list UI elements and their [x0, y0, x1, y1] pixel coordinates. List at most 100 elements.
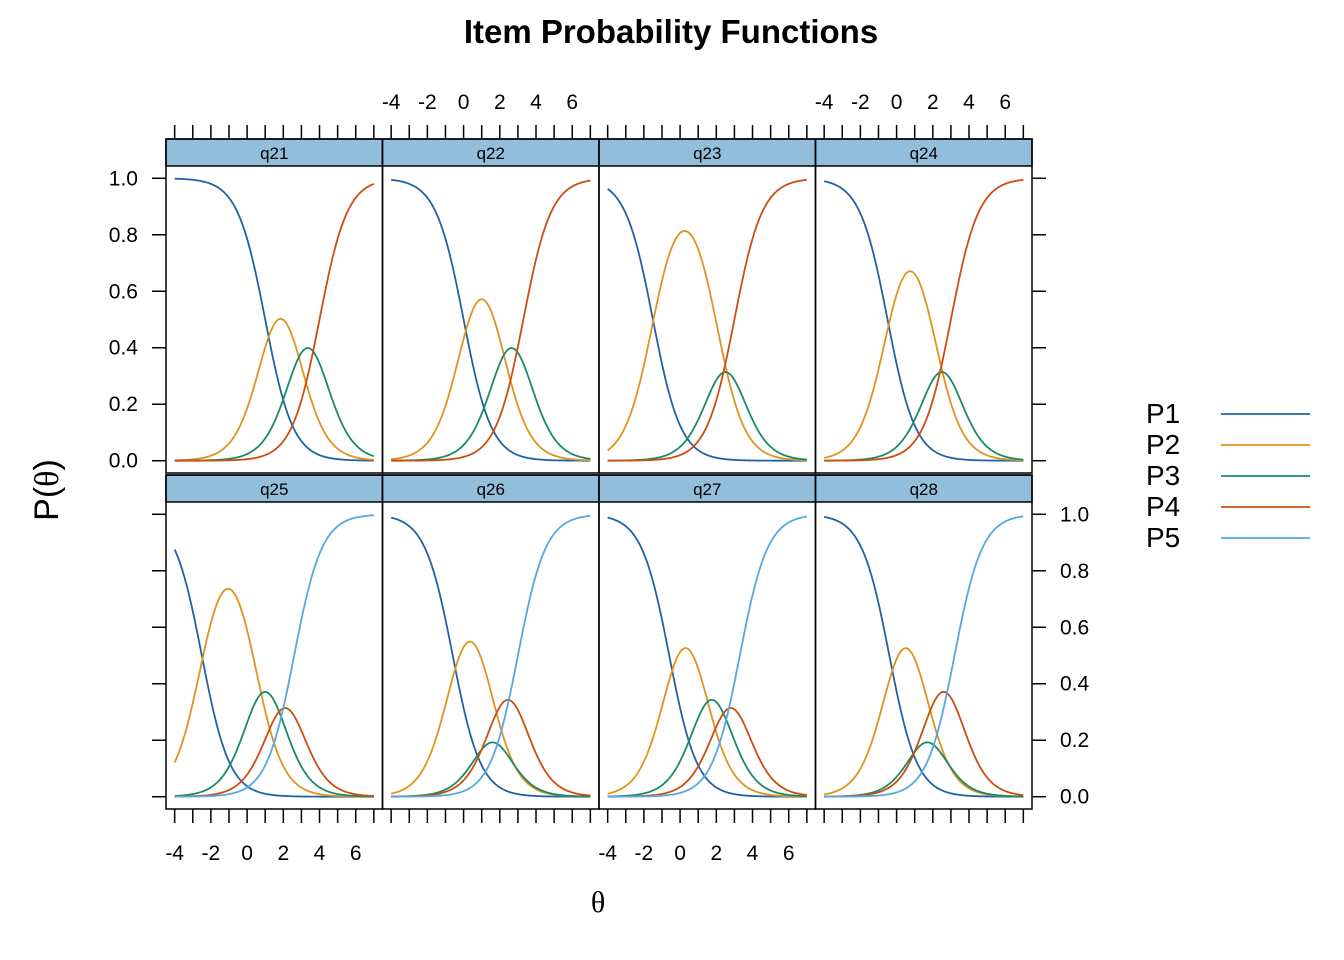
y-tick-label-0-4: 0.8	[109, 224, 138, 247]
panel-q21: q21	[165, 138, 384, 474]
legend-label-P1: P1	[1146, 398, 1180, 429]
y-axis-label-text: P(	[28, 486, 66, 521]
y-axis-label: P(θ)	[28, 459, 66, 521]
y-tick-label-1-2: 0.4	[1060, 673, 1090, 696]
panel-border-q23	[598, 138, 817, 474]
curve-q24-P2	[823, 270, 1024, 462]
x-tick-label-3-2: 0	[891, 91, 903, 114]
strip-q26	[381, 474, 600, 503]
x-tick-label-2-0: -4	[598, 842, 617, 865]
x-tick-label-1-1: -2	[418, 91, 437, 114]
x-tick-label-0-1: -2	[202, 842, 221, 865]
y-tick-label-1-1: 0.2	[1060, 729, 1089, 752]
curve-q26-P4	[391, 698, 591, 798]
y-tick-label-1-3: 0.6	[1060, 616, 1089, 639]
x-tick-label-1-2: 0	[458, 91, 470, 114]
curve-q25-P3	[174, 690, 374, 798]
panel-border-q24	[814, 138, 1033, 474]
curve-q22-P2	[391, 298, 591, 462]
curve-q24-P3	[824, 371, 1024, 462]
curve-q25-P5	[174, 514, 374, 798]
x-tick-label-3-0: -4	[815, 91, 834, 114]
panel-q25: q25	[165, 474, 384, 810]
panel-q24: q24	[814, 138, 1033, 474]
strip-label-q25: q25	[260, 480, 288, 499]
x-tick-label-3-5: 6	[999, 91, 1011, 114]
legend-label-P2: P2	[1146, 429, 1180, 460]
x-tick-label-3-1: -2	[851, 91, 870, 114]
panel-border-q28	[814, 474, 1033, 810]
panel-border-q22	[381, 138, 600, 474]
x-tick-label-0-4: 4	[314, 842, 326, 865]
x-tick-label-2-1: -2	[635, 842, 654, 865]
x-tick-label-2-5: 6	[783, 842, 795, 865]
strip-q27	[598, 474, 817, 503]
curve-q22-P4	[391, 179, 591, 462]
x-axis-label: θ	[591, 886, 605, 919]
x-tick-label-0-5: 6	[350, 842, 362, 865]
curve-q27-P3	[607, 698, 807, 798]
panel-q26: q26	[381, 474, 600, 810]
curve-q25-P1	[173, 549, 374, 798]
x-tick-label-0-0: -4	[165, 842, 184, 865]
x-tick-label-0-2: 0	[241, 842, 253, 865]
x-tick-label-2-3: 2	[710, 842, 722, 865]
x-tick-label-2-2: 0	[674, 842, 686, 865]
x-tick-label-2-4: 4	[747, 842, 759, 865]
strip-label-q28: q28	[910, 480, 938, 499]
x-tick-label-1-3: 2	[494, 91, 506, 114]
panel-q23: q23	[598, 138, 817, 474]
curve-q24-P1	[823, 180, 1024, 462]
y-tick-label-0-0: 0.0	[109, 450, 138, 473]
y-axis-label-symbol: θ	[29, 471, 66, 487]
curve-q23-P2	[607, 230, 807, 462]
curve-q25-P4	[174, 707, 374, 798]
curve-q25-P2	[173, 587, 374, 798]
panel-q22: q22	[381, 138, 600, 474]
curve-q24-P4	[824, 178, 1024, 462]
curve-q27-P2	[607, 647, 807, 798]
chart-title: Item Probability Functions	[464, 13, 878, 50]
curve-q28-P1	[823, 515, 1024, 798]
legend-label-P3: P3	[1146, 460, 1180, 491]
panels-group: q21 q22 q23 q24 q25 q26 q27 q28	[165, 138, 1033, 810]
panel-q28: q28	[814, 474, 1033, 810]
curve-q27-P1	[607, 516, 807, 798]
curve-q22-P1	[391, 178, 591, 462]
curve-q23-P4	[607, 178, 807, 462]
x-tick-label-1-5: 6	[566, 91, 578, 114]
strip-label-q23: q23	[693, 144, 721, 163]
curve-q22-P3	[391, 347, 591, 462]
curve-q26-P3	[391, 741, 591, 798]
strip-label-q22: q22	[477, 144, 505, 163]
curve-q27-P4	[607, 707, 807, 798]
curve-q27-P5	[607, 515, 807, 798]
curve-q21-P1	[174, 177, 374, 462]
curve-q23-P3	[607, 371, 807, 462]
curve-q23-P1	[607, 188, 807, 462]
y-tick-label-0-2: 0.4	[109, 337, 139, 360]
x-tick-label-3-4: 4	[963, 91, 975, 114]
x-tick-label-1-0: -4	[382, 91, 401, 114]
curve-q21-P4	[174, 183, 375, 462]
legend-label-P4: P4	[1146, 491, 1180, 522]
panel-q27: q27	[598, 474, 817, 810]
curve-q26-P2	[390, 640, 591, 798]
strip-label-q21: q21	[260, 144, 288, 163]
panel-border-q27	[598, 474, 817, 810]
y-tick-label-1-5: 1.0	[1060, 503, 1089, 526]
curve-q28-P5	[824, 515, 1024, 798]
strip-label-q24: q24	[910, 144, 938, 163]
x-tick-label-3-3: 2	[927, 91, 939, 114]
y-tick-label-1-0: 0.0	[1060, 786, 1089, 809]
axes-group: -4 -2 0 2 4 6 -4 -2 0 2 4 6 -4 -2 0 2 4 6 -4 -2 0 2 4 6 0.0 0.2 0.…	[109, 91, 1090, 865]
curve-q21-P2	[174, 317, 374, 462]
curve-q26-P5	[391, 514, 591, 798]
y-tick-label-1-4: 0.8	[1060, 560, 1089, 583]
x-tick-label-0-3: 2	[277, 842, 289, 865]
y-tick-label-0-5: 1.0	[109, 167, 138, 190]
panel-border-q26	[381, 474, 600, 810]
strip-label-q26: q26	[477, 480, 505, 499]
